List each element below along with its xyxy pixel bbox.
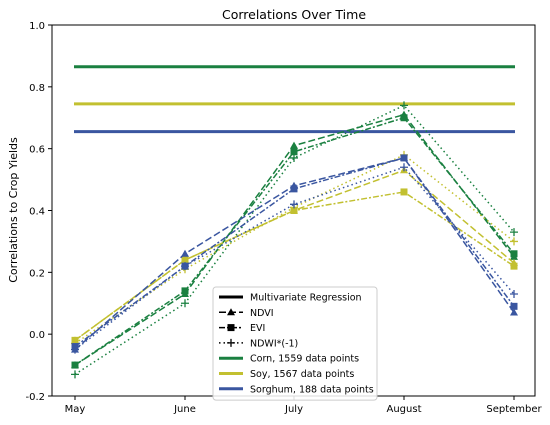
- legend-marker: [227, 338, 235, 347]
- data-point-soy-ndwi1: [510, 237, 518, 246]
- data-point-sorghum-evi: [510, 302, 518, 310]
- data-point-sorghum-ndwi1: [181, 262, 189, 271]
- data-point-sorghum-evi: [290, 185, 298, 193]
- data-point-sorghum-ndwi1: [290, 200, 298, 209]
- data-point-soy-evi: [510, 262, 518, 270]
- data-point-soy-evi: [181, 256, 189, 264]
- data-point-sorghum-ndwi1: [71, 345, 79, 354]
- x-tick-label: June: [173, 404, 196, 415]
- legend-label: Multivariate Regression: [250, 293, 362, 304]
- x-tick-label: July: [284, 404, 303, 415]
- data-point-soy-evi: [400, 188, 408, 196]
- data-point-corn-evi: [181, 287, 189, 295]
- y-tick-label: 0.8: [29, 83, 45, 94]
- data-point-corn-evi: [400, 114, 408, 122]
- data-point-corn-ndwi1: [290, 153, 298, 162]
- data-point-corn-ndvi: [290, 141, 298, 149]
- data-point-sorghum-evi: [400, 154, 408, 162]
- legend-label: EVI: [250, 323, 265, 334]
- legend-marker: [227, 324, 235, 332]
- legend-box: [212, 286, 378, 401]
- data-point-sorghum-ndwi1: [400, 163, 408, 172]
- x-tick-label: August: [387, 404, 422, 415]
- data-point-corn-ndwi1: [400, 101, 408, 110]
- y-tick-label: 1.0: [29, 21, 45, 32]
- data-point-sorghum-ndvi: [510, 308, 518, 316]
- y-tick-label: 0.4: [29, 207, 45, 218]
- data-point-sorghum-ndvi: [181, 249, 189, 257]
- data-point-corn-ndwi1: [510, 228, 518, 237]
- legend-label: NDWI*(-1): [250, 338, 298, 349]
- data-point-corn-ndwi1: [181, 299, 189, 308]
- y-tick-label: 0.6: [29, 145, 45, 156]
- data-point-corn-evi: [510, 250, 518, 258]
- legend-marker: [227, 308, 235, 316]
- plot-area: -0.2 0.0 0.2 0.4 0.6 0.8 1.0 May June July August S…: [25, 21, 542, 415]
- x-tick-label: May: [65, 404, 86, 415]
- y-tick-label: 0.2: [29, 268, 45, 279]
- legend-label: Sorghum, 188 data points: [250, 384, 374, 395]
- chart-title: Correlations Over Time: [222, 7, 366, 22]
- data-point-corn-ndwi1: [71, 370, 79, 379]
- data-point-corn-evi: [290, 148, 298, 156]
- y-axis-label: Correlations to Crop Yields: [7, 137, 20, 283]
- legend-label: Soy, 1567 data points: [250, 369, 354, 380]
- data-point-sorghum-ndwi1: [510, 289, 518, 298]
- legend-label: Corn, 1559 data points: [250, 354, 359, 365]
- y-tick-label: 0.0: [29, 330, 45, 341]
- legend-label: NDVI: [250, 308, 274, 319]
- data-point-corn-evi: [71, 361, 79, 369]
- x-tick-label: September: [486, 404, 542, 415]
- y-tick-label: -0.2: [25, 392, 45, 403]
